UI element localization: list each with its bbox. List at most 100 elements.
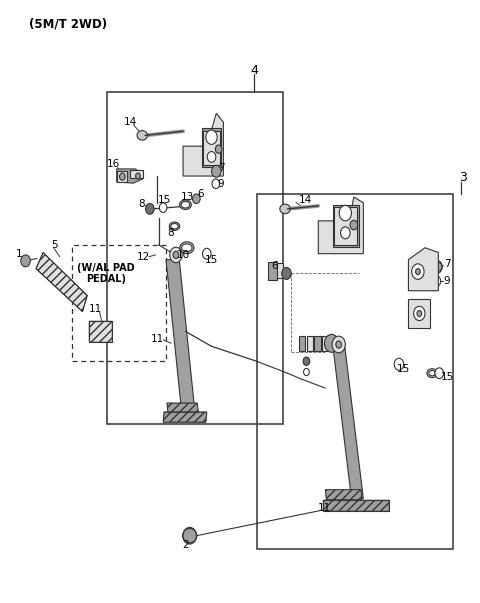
Text: 6: 6 — [197, 189, 204, 199]
Bar — [89, 321, 112, 342]
Circle shape — [339, 205, 351, 221]
Circle shape — [414, 306, 425, 321]
Bar — [257, 194, 454, 549]
Text: 11: 11 — [151, 333, 165, 344]
Circle shape — [21, 255, 30, 267]
Polygon shape — [323, 500, 389, 511]
Bar — [130, 170, 143, 178]
Bar — [117, 171, 127, 182]
Circle shape — [341, 227, 350, 239]
Circle shape — [303, 368, 309, 376]
Bar — [334, 207, 357, 245]
Circle shape — [136, 173, 140, 179]
Bar — [322, 336, 328, 351]
Ellipse shape — [181, 201, 190, 208]
Circle shape — [432, 260, 442, 273]
Ellipse shape — [280, 204, 290, 213]
Circle shape — [303, 357, 310, 365]
Polygon shape — [167, 403, 198, 412]
Text: 15: 15 — [441, 373, 454, 382]
Text: (5M/T 2WD): (5M/T 2WD) — [29, 17, 107, 30]
Text: 7: 7 — [218, 163, 224, 172]
Text: 12: 12 — [137, 251, 150, 262]
Circle shape — [159, 203, 167, 212]
Circle shape — [336, 341, 342, 348]
Circle shape — [203, 248, 211, 259]
Circle shape — [435, 368, 444, 379]
Circle shape — [212, 165, 221, 177]
Text: 14: 14 — [299, 195, 312, 205]
Text: 3: 3 — [459, 171, 467, 185]
Circle shape — [432, 276, 441, 286]
Circle shape — [183, 528, 196, 544]
Bar — [333, 204, 359, 247]
Circle shape — [192, 194, 200, 204]
Circle shape — [416, 269, 420, 274]
Circle shape — [206, 130, 217, 144]
Polygon shape — [166, 260, 195, 412]
Bar — [72, 245, 167, 361]
Text: 2: 2 — [182, 540, 189, 551]
Ellipse shape — [181, 244, 192, 251]
Circle shape — [212, 179, 219, 189]
Bar — [89, 321, 112, 342]
Bar — [307, 336, 313, 351]
Bar — [107, 92, 283, 424]
Bar — [314, 336, 321, 351]
Text: 16: 16 — [107, 159, 120, 169]
Ellipse shape — [427, 368, 437, 377]
Polygon shape — [325, 490, 362, 500]
Polygon shape — [183, 113, 223, 176]
Circle shape — [216, 145, 222, 153]
Bar — [267, 262, 277, 280]
Ellipse shape — [429, 370, 435, 376]
Text: 5: 5 — [51, 240, 57, 250]
Text: (W/AL PAD
PEDAL): (W/AL PAD PEDAL) — [77, 263, 134, 284]
Ellipse shape — [180, 242, 194, 254]
Text: 9: 9 — [444, 276, 450, 286]
Polygon shape — [117, 169, 143, 183]
Circle shape — [350, 220, 358, 230]
Circle shape — [412, 264, 424, 279]
Bar — [202, 128, 221, 167]
Ellipse shape — [180, 200, 192, 209]
Ellipse shape — [169, 222, 180, 230]
Circle shape — [394, 358, 404, 370]
Circle shape — [145, 204, 154, 214]
Circle shape — [332, 336, 345, 353]
Polygon shape — [333, 343, 363, 499]
Bar — [269, 264, 283, 277]
Text: 11: 11 — [318, 503, 331, 513]
Polygon shape — [408, 248, 438, 291]
Bar — [300, 336, 305, 351]
Polygon shape — [36, 253, 87, 312]
Circle shape — [120, 173, 125, 180]
Ellipse shape — [171, 224, 179, 229]
Text: 15: 15 — [205, 254, 218, 265]
Polygon shape — [318, 197, 363, 254]
Circle shape — [170, 247, 182, 263]
Text: 15: 15 — [157, 195, 171, 205]
Polygon shape — [408, 298, 430, 329]
Ellipse shape — [137, 131, 147, 140]
Text: 14: 14 — [124, 117, 137, 127]
Text: 11: 11 — [89, 304, 102, 314]
Text: 1: 1 — [16, 248, 23, 259]
Bar — [204, 131, 219, 165]
Text: 6: 6 — [271, 260, 277, 271]
Text: 15: 15 — [397, 364, 410, 374]
Text: 9: 9 — [217, 179, 224, 189]
Text: 13: 13 — [181, 192, 194, 202]
Text: 4: 4 — [250, 64, 258, 77]
Circle shape — [282, 268, 291, 279]
Circle shape — [324, 334, 339, 352]
Polygon shape — [163, 412, 207, 422]
Text: 8: 8 — [138, 199, 145, 209]
Text: 7: 7 — [444, 259, 451, 270]
Circle shape — [417, 311, 422, 317]
Circle shape — [207, 151, 216, 162]
Text: 10: 10 — [177, 250, 190, 260]
Text: 8: 8 — [168, 228, 174, 238]
Circle shape — [334, 337, 343, 349]
Circle shape — [173, 251, 179, 259]
